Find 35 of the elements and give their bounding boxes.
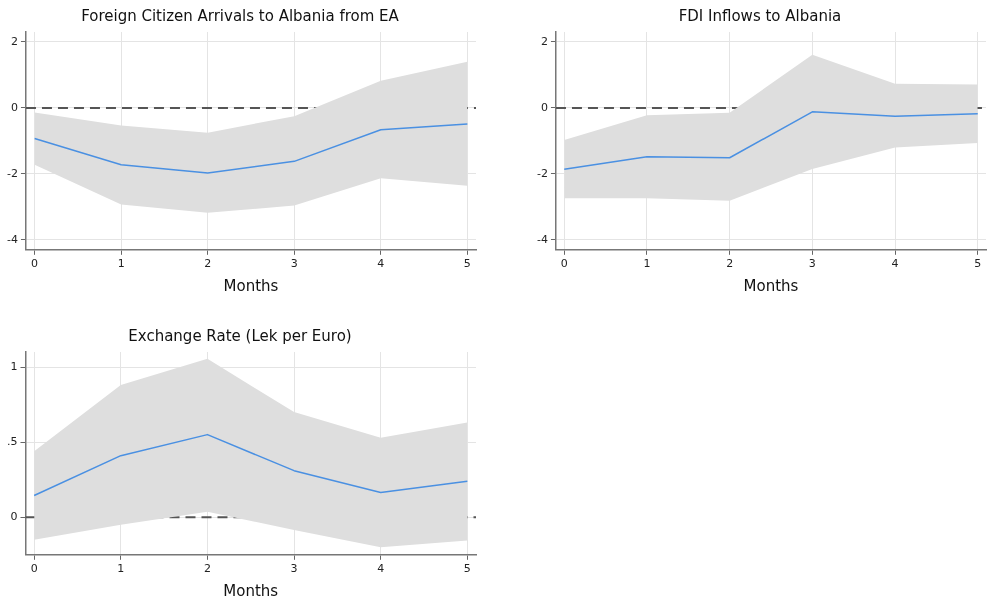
y-tick-label: -2 [537,166,548,180]
x-tick-label: 2 [726,257,734,271]
chart-title: Exchange Rate (Lek per Euro) [128,326,352,345]
y-tick-label: 0 [10,510,18,524]
y-tick-label: 2 [10,34,18,48]
x-tick-label: 4 [891,257,899,271]
y-tick-label: -2 [7,166,18,180]
x-tick-label: 3 [808,257,816,271]
x-tick-label: 3 [290,257,298,271]
x-tick-label: 2 [204,257,212,271]
x-axis-title: Months [223,581,279,600]
x-tick-label: 5 [974,257,982,271]
x-tick-label: 4 [377,257,385,271]
x-axis-title: Months [223,276,279,295]
chart-title: FDI Inflows to Albania [678,6,842,25]
x-tick-label: 5 [463,562,471,576]
x-tick-label: 4 [377,562,385,576]
y-tick-label: 0 [10,100,18,114]
y-tick-label: 2 [540,34,548,48]
y-tick-label: 1 [10,359,18,373]
y-tick-label: -4 [7,232,18,246]
x-tick-label: 0 [31,257,39,271]
x-tick-label: 1 [643,257,651,271]
x-tick-label: 1 [117,562,125,576]
y-tick-label: -4 [537,232,548,246]
chart-title: Foreign Citizen Arrivals to Albania from EA [81,6,400,25]
x-tick-label: 5 [463,257,471,271]
x-tick-label: 0 [30,562,38,576]
x-tick-label: 3 [290,562,298,576]
y-tick-label: 0 [540,100,548,114]
x-tick-label: 2 [203,562,211,576]
y-tick-label: .5 [7,434,18,448]
x-tick-label: 1 [117,257,125,271]
x-tick-label: 0 [560,257,568,271]
x-axis-title: Months [743,276,799,295]
